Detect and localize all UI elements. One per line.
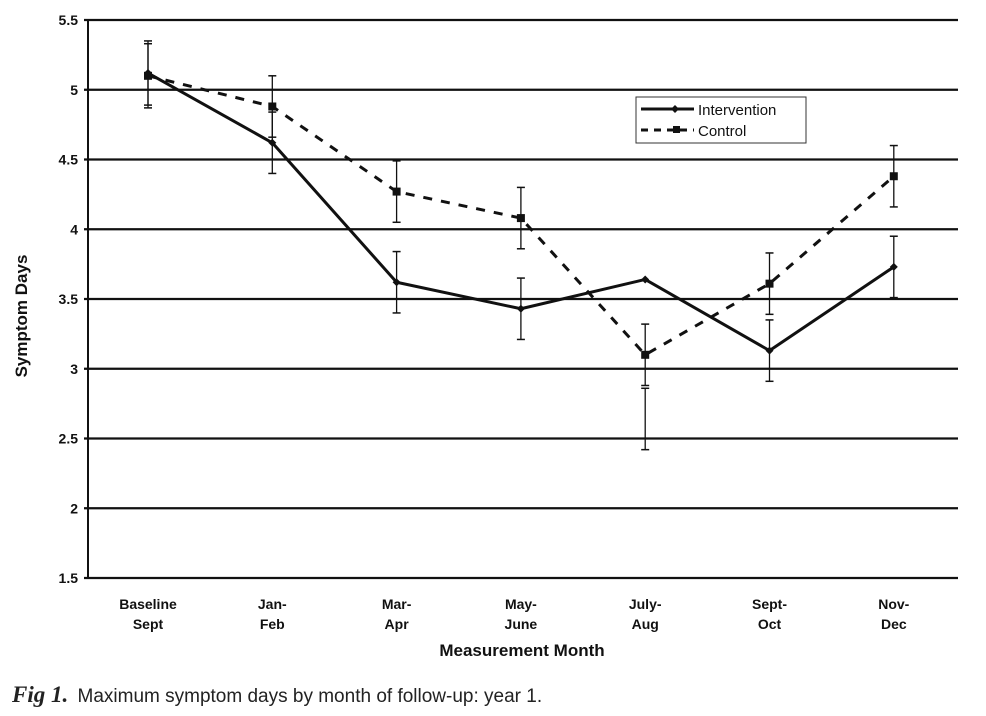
x-tick-label-line: Oct: [758, 616, 782, 632]
legend-marker-control: [673, 126, 680, 133]
figure-label: Fig 1.: [12, 682, 69, 707]
y-tick-label: 3: [70, 361, 78, 377]
x-tick-label-line: Feb: [260, 616, 285, 632]
x-tick-label-line: Jan-: [258, 596, 287, 612]
x-axis-title: Measurement Month: [439, 641, 604, 660]
y-tick-label: 2: [70, 500, 78, 516]
figure-caption-text: Maximum symptom days by month of follow-…: [77, 686, 543, 707]
y-tick-label: 4.5: [59, 152, 79, 168]
data-point-control: [144, 71, 152, 80]
data-point-intervention: [392, 278, 401, 287]
x-tick-label: May- June: [505, 596, 538, 632]
legend: Intervention Control: [635, 96, 807, 144]
x-tick-label-line: Apr: [385, 616, 410, 632]
x-tick-label-line: July-: [629, 596, 662, 612]
error-bar-intervention: [641, 387, 650, 451]
y-tick-label: 5: [70, 82, 78, 98]
data-point-intervention: [889, 262, 898, 271]
x-tick-label: Sept- Oct: [752, 596, 787, 632]
x-tick-label: July- Aug: [629, 596, 662, 632]
y-tick-label: 2.5: [59, 431, 79, 447]
data-point-intervention: [641, 275, 650, 284]
data-point-intervention: [765, 346, 774, 355]
figure-caption: Fig 1. Maximum symptom days by month of …: [12, 682, 542, 708]
x-axis-ticks: Baseline Sept Jan- Feb Mar- Apr May- June July- A…: [119, 596, 909, 632]
y-tick-label: 5.5: [59, 12, 79, 28]
y-tick-label: 4: [70, 221, 78, 237]
legend-marker-intervention: [671, 105, 679, 113]
legend-label-intervention: Intervention: [698, 102, 776, 119]
x-tick-label-line: Sept: [133, 616, 164, 632]
x-tick-label-line: Aug: [632, 616, 659, 632]
y-tick-label: 3.5: [59, 291, 79, 307]
legend-label-control: Control: [698, 123, 746, 140]
line-chart: 1.5 2 2.5 3 3.5 4 4.5 5 5.5 Baseline Sept Jan- Feb M…: [12, 12, 958, 660]
x-tick-label-line: Mar-: [382, 596, 412, 612]
x-tick-label: Mar- Apr: [382, 596, 412, 632]
legend-box: [635, 96, 807, 144]
x-tick-label: Jan- Feb: [258, 596, 287, 632]
x-tick-label-line: Nov-: [878, 596, 909, 612]
y-tick-label: 1.5: [59, 570, 79, 586]
data-point-control: [765, 279, 774, 288]
x-tick-label-line: Sept-: [752, 596, 787, 612]
data-point-control: [268, 102, 277, 111]
x-tick-label: Nov- Dec: [878, 596, 909, 632]
y-axis-ticks: 1.5 2 2.5 3 3.5 4 4.5 5 5.5: [59, 12, 79, 586]
data-point-control: [641, 350, 650, 359]
data-point-control: [516, 214, 525, 223]
series-markers: [144, 69, 898, 359]
data-point-control: [392, 187, 401, 196]
y-axis-title: Symptom Days: [12, 255, 31, 378]
x-tick-label-line: June: [505, 616, 538, 632]
x-tick-label: Baseline Sept: [119, 596, 177, 632]
x-tick-label-line: May-: [505, 596, 537, 612]
data-point-intervention: [268, 138, 277, 147]
x-tick-label-line: Dec: [881, 616, 907, 632]
data-point-intervention: [516, 304, 525, 313]
x-tick-label-line: Baseline: [119, 596, 177, 612]
data-point-control: [889, 172, 898, 181]
